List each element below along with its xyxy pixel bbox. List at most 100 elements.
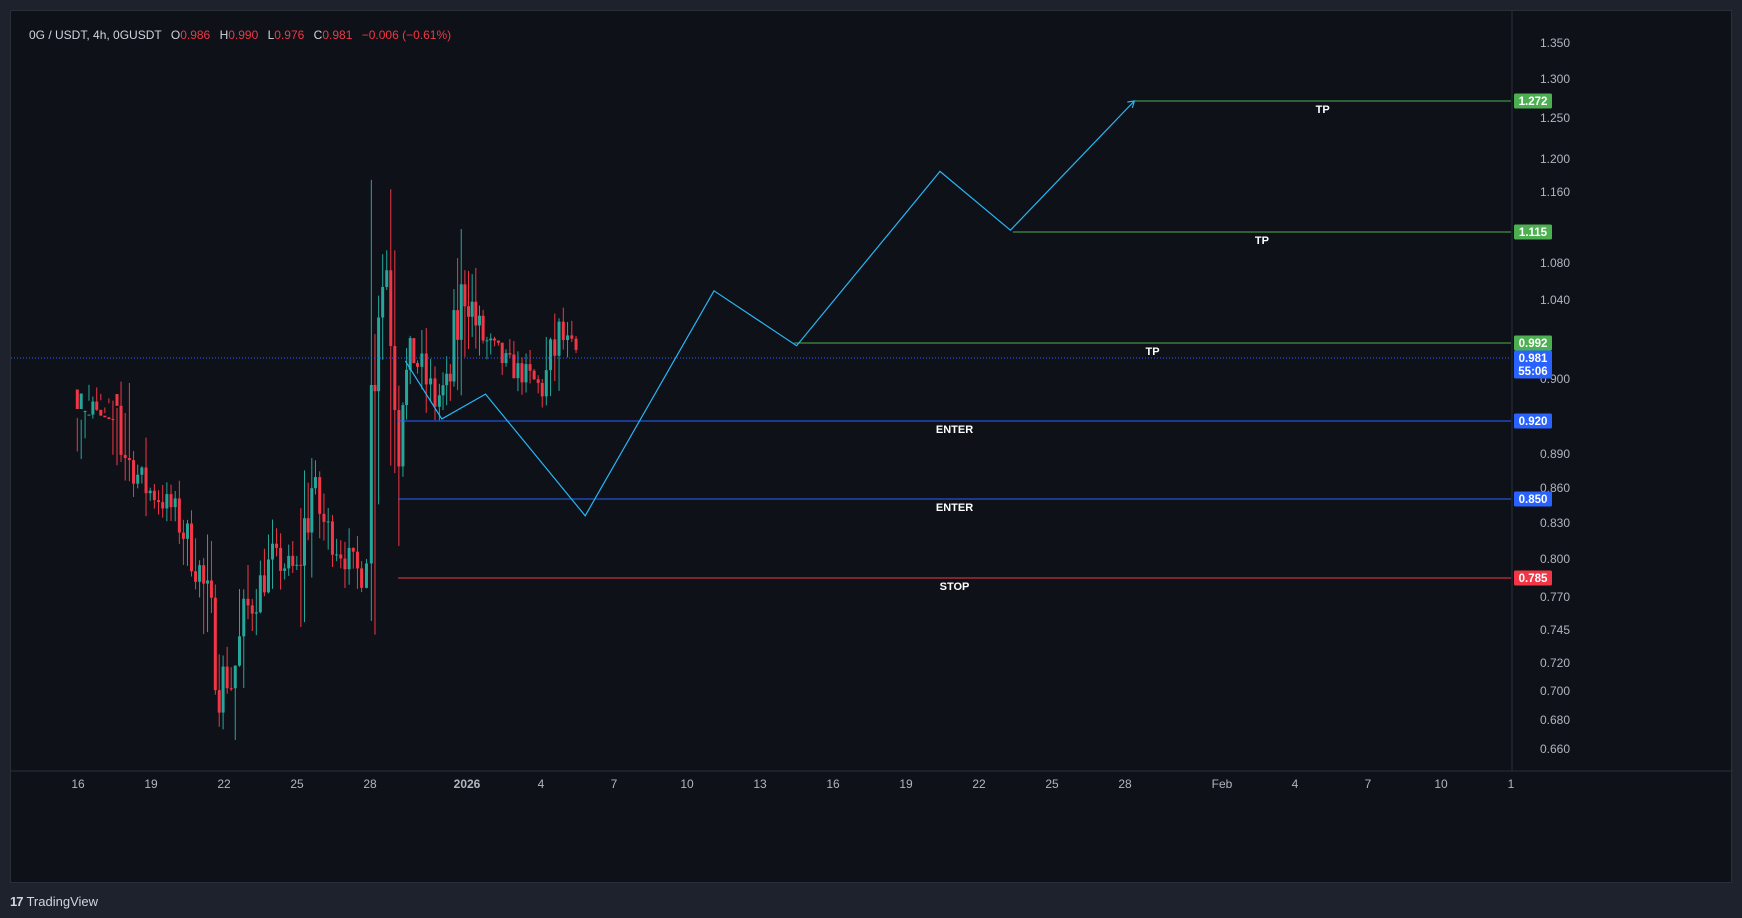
candle-body <box>540 382 544 397</box>
price-tick-label: 0.745 <box>1540 623 1570 637</box>
candle-body <box>140 467 144 475</box>
time-tick-label: 16 <box>71 777 85 791</box>
candle-body <box>242 598 246 637</box>
candle-body <box>221 666 225 713</box>
candle-body <box>99 409 103 416</box>
time-tick-label: 19 <box>144 777 158 791</box>
chart-frame[interactable]: TP TP TP ENTER ENTER STOP 1.350 1.300 1.250 1.20… <box>10 10 1733 884</box>
time-tick-label: 7 <box>611 777 618 791</box>
candle-body <box>516 363 520 379</box>
candle-body <box>412 338 416 364</box>
candle-body <box>91 401 95 415</box>
candle-body <box>83 410 87 412</box>
candle-body <box>181 532 185 539</box>
candle-body <box>452 310 456 382</box>
level-label-enter-4: ENTER <box>936 502 973 514</box>
candle-body <box>318 477 322 514</box>
candle-body <box>194 571 198 582</box>
candle-body <box>566 335 570 341</box>
time-tick-label: 16 <box>826 777 840 791</box>
price-tag-text-tp-2: 0.992 <box>1519 338 1548 350</box>
candle-body <box>173 498 177 508</box>
candle-body <box>238 636 242 666</box>
candle-body <box>437 395 441 407</box>
candle-body <box>343 558 347 570</box>
brand-name: TradingView <box>26 893 99 909</box>
level-label-tp-2: TP <box>1146 346 1160 358</box>
candle-body <box>275 543 279 548</box>
candle-body <box>456 310 460 340</box>
candle-body <box>177 498 181 533</box>
close-value: 0.981 <box>322 28 353 42</box>
candle-body <box>152 490 156 501</box>
candle-body <box>528 364 532 371</box>
price-tag-stop-5 <box>1514 570 1552 586</box>
candle-body <box>279 547 283 571</box>
price-tag-tp-2 <box>1514 335 1552 351</box>
projection-arrowhead <box>1127 100 1136 109</box>
candle-body <box>524 364 528 383</box>
price-tag-text-enter-4: 0.850 <box>1519 494 1548 506</box>
candle-body <box>463 284 467 307</box>
candle-body <box>532 370 536 380</box>
candle-body <box>557 321 561 356</box>
candle-body <box>467 306 471 317</box>
price-tag-text-stop-5: 0.785 <box>1519 573 1548 585</box>
time-tick-label: 28 <box>1118 777 1132 791</box>
price-tick-label: 0.800 <box>1540 552 1570 566</box>
candle-body <box>544 370 548 397</box>
candle-body <box>355 551 359 569</box>
candle-body <box>477 315 481 326</box>
candle-body <box>103 415 107 418</box>
candle-body <box>553 339 557 356</box>
candle-body <box>107 417 111 420</box>
time-tick-label: 25 <box>1045 777 1059 791</box>
symbol-title: 0G / USDT, 4h, 0GUSDT <box>29 28 162 42</box>
candle-body <box>351 547 355 552</box>
candle-body <box>339 554 343 559</box>
candle-body <box>136 474 140 484</box>
candle-body <box>397 410 401 467</box>
open-value: 0.986 <box>180 28 211 42</box>
candle-body <box>369 384 373 564</box>
price-tag-enter-3 <box>1514 413 1552 429</box>
candle-body <box>258 575 262 613</box>
candle-body <box>213 597 217 691</box>
candle-body <box>209 580 213 598</box>
candle-body <box>266 559 270 593</box>
level-label-stop-5: STOP <box>940 581 970 593</box>
candle-body <box>95 401 99 410</box>
candle-body <box>127 458 131 461</box>
candle-body <box>165 494 169 509</box>
candle-body <box>246 598 250 606</box>
candle-body <box>291 555 295 566</box>
candle-body <box>405 369 409 406</box>
candle-body <box>299 564 303 566</box>
low-value: 0.976 <box>274 28 305 42</box>
time-tick-label: 2026 <box>454 777 481 791</box>
candle-body <box>429 378 433 385</box>
candle-body <box>549 339 553 371</box>
candle-body <box>330 521 334 555</box>
close-label: C <box>313 28 323 42</box>
candle-body <box>271 543 275 560</box>
candle-body <box>254 612 258 614</box>
price-tick-label: 0.770 <box>1540 590 1570 604</box>
candle-body <box>536 379 540 383</box>
candles-group <box>75 179 578 741</box>
price-tick-label: 1.300 <box>1540 72 1570 86</box>
price-axis: 1.3501.3001.2501.2001.1601.0801.0400.900… <box>1511 11 1570 771</box>
price-chart[interactable]: TP TP TP ENTER ENTER STOP 1.350 1.300 1.250 1.20… <box>11 11 1733 884</box>
time-tick-label: 10 <box>1434 777 1448 791</box>
candle-body <box>123 454 127 459</box>
time-tick-label: Feb <box>1212 777 1233 791</box>
candle-body <box>512 354 516 379</box>
time-tick-label: 25 <box>290 777 304 791</box>
high-label: H <box>219 28 229 42</box>
candle-body <box>393 346 397 411</box>
candle-body <box>459 284 463 340</box>
candle-body <box>161 502 165 509</box>
candle-body <box>262 575 266 593</box>
time-tick-label: 7 <box>1365 777 1372 791</box>
